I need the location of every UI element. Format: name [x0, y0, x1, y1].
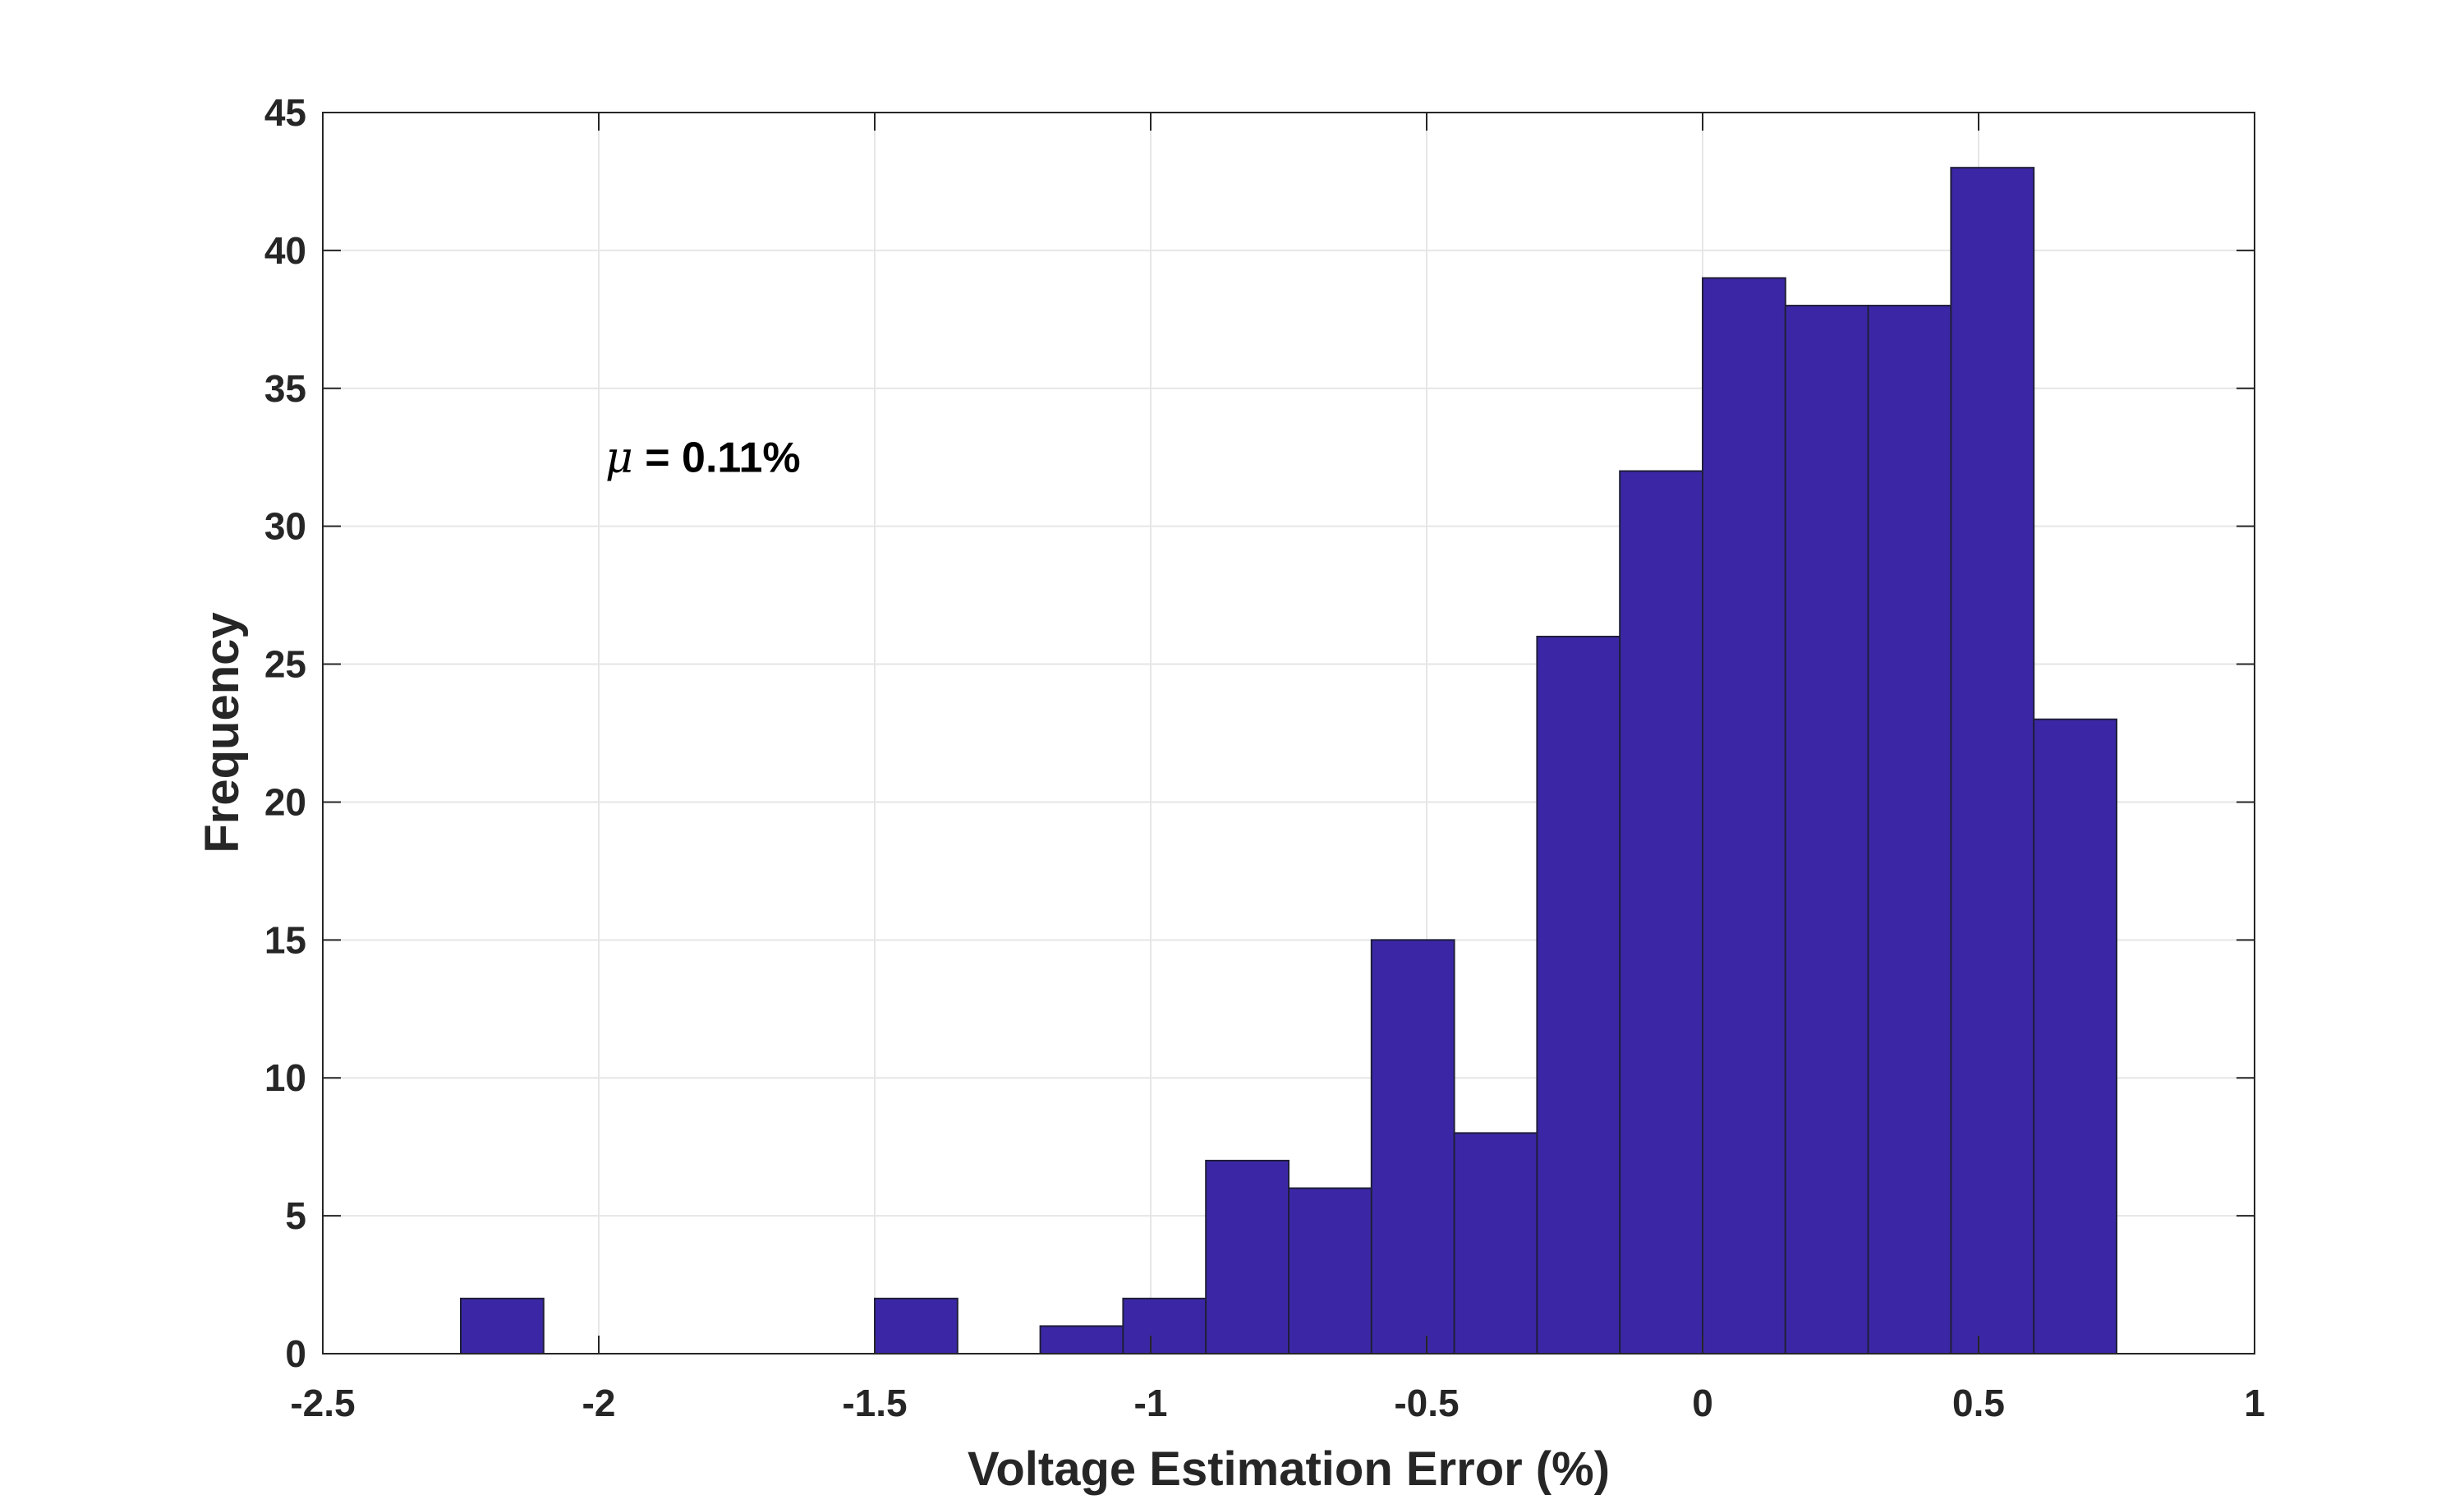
- y-tick-label: 25: [264, 643, 306, 686]
- y-tick-label: 15: [264, 918, 306, 961]
- histogram-bar: [1039, 1325, 1124, 1355]
- histogram-bar: [1288, 1187, 1372, 1355]
- y-tick-label: 45: [264, 91, 306, 134]
- y-tick-label: 40: [264, 229, 306, 272]
- axes-box: [322, 112, 2255, 1355]
- histogram-bar: [1122, 1297, 1207, 1355]
- y-tick-labels: 0 5 10 15 20 25 30 35 40 45: [264, 91, 306, 1375]
- histogram-bar: [874, 1297, 958, 1355]
- y-tick-label: 20: [264, 780, 306, 823]
- x-tick-label: 0: [1692, 1382, 1713, 1424]
- x-tick-label: 0.5: [1952, 1382, 2005, 1424]
- y-tick-label: 30: [264, 505, 306, 548]
- y-tick-label: 0: [285, 1332, 306, 1375]
- y-tick-label: 5: [285, 1194, 306, 1237]
- histogram-bar: [1619, 470, 1703, 1355]
- mean-annotation: μ = 0.11%: [605, 434, 801, 483]
- y-axis-title: Frequency: [195, 612, 249, 853]
- x-tick-label: 1: [2244, 1382, 2265, 1424]
- histogram-bar: [460, 1297, 545, 1355]
- mean-value-text: = 0.11%: [633, 435, 801, 482]
- histogram-bar: [1536, 635, 1621, 1355]
- histogram-bar: [1950, 167, 2035, 1355]
- histogram-bar: [1867, 305, 1952, 1355]
- histogram-bars: [460, 167, 2117, 1355]
- x-tick-label: -2: [582, 1382, 616, 1424]
- histogram-bar: [1702, 277, 1786, 1355]
- x-tick-label: -1: [1134, 1382, 1168, 1424]
- histogram-bar: [1453, 1132, 1538, 1355]
- x-tick-label: -1.5: [842, 1382, 907, 1424]
- histogram-bar: [1205, 1159, 1289, 1355]
- x-axis-title: Voltage Estimation Error (%): [968, 1442, 1610, 1496]
- x-tick-labels: -2.5 -2 -1.5 -1 -0.5 0 0.5 1: [290, 1382, 2264, 1424]
- mu-symbol: μ: [605, 434, 633, 483]
- axes-frame: [322, 112, 2255, 1355]
- y-tick-label: 10: [264, 1056, 306, 1099]
- x-tick-label: -0.5: [1394, 1382, 1459, 1424]
- histogram-bar: [1370, 939, 1455, 1355]
- histogram-bar: [1784, 305, 1869, 1355]
- x-tick-label: -2.5: [290, 1382, 355, 1424]
- y-tick-label: 35: [264, 367, 306, 410]
- histogram-bar: [2033, 718, 2117, 1355]
